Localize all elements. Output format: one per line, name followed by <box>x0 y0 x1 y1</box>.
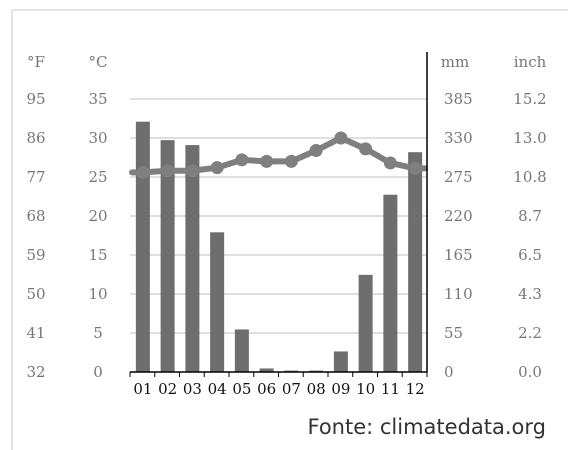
celsius-tick-label: 0 <box>93 363 103 381</box>
temperature-point <box>235 153 248 166</box>
month-label: 10 <box>356 380 375 398</box>
precipitation-bar <box>235 329 249 372</box>
month-label: 09 <box>331 380 350 398</box>
precipitation-bar <box>383 195 397 372</box>
temperature-point <box>310 144 323 157</box>
month-label: 12 <box>406 380 425 398</box>
temperature-point <box>161 164 174 177</box>
inch-tick-label: 2.2 <box>518 324 542 342</box>
celsius-tick-label: 5 <box>93 324 103 342</box>
fahrenheit-unit-label: °F <box>27 53 45 71</box>
celsius-tick-label: 25 <box>88 168 107 186</box>
temperature-point <box>260 155 273 168</box>
temperature-point <box>186 164 199 177</box>
month-label: 03 <box>183 380 202 398</box>
inch-ticks: 15.2 13.0 10.8 8.7 6.5 4.3 2.2 0.0 <box>513 90 546 381</box>
celsius-ticks: 35 30 25 20 15 10 5 0 <box>88 90 107 381</box>
inch-tick-label: 10.8 <box>513 168 546 186</box>
month-labels: 01 02 03 04 05 06 07 08 09 10 11 12 <box>130 372 427 398</box>
celsius-tick-label: 35 <box>88 90 107 108</box>
mm-tick-label: 385 <box>444 90 473 108</box>
month-label: 06 <box>257 380 276 398</box>
celsius-tick-label: 30 <box>88 129 107 147</box>
fahrenheit-tick-label: 32 <box>26 363 45 381</box>
fahrenheit-tick-label: 86 <box>26 129 45 147</box>
temperature-point <box>334 132 347 145</box>
celsius-tick-label: 10 <box>88 285 107 303</box>
temperature-point <box>359 142 372 155</box>
fahrenheit-tick-label: 59 <box>26 246 45 264</box>
temperature-point <box>285 155 298 168</box>
temperature-point <box>136 166 149 179</box>
fahrenheit-tick-label: 68 <box>26 207 45 225</box>
mm-tick-label: 110 <box>444 285 473 303</box>
precipitation-bar <box>408 152 422 372</box>
inch-tick-label: 8.7 <box>518 207 542 225</box>
celsius-tick-label: 15 <box>88 246 107 264</box>
temperature-series-line <box>132 138 425 172</box>
celsius-unit-label: °C <box>89 53 108 71</box>
fahrenheit-tick-label: 50 <box>26 285 45 303</box>
temperature-point <box>409 162 422 175</box>
temperature-line <box>132 132 425 179</box>
mm-unit-label: mm <box>441 53 469 71</box>
temperature-point <box>384 156 397 169</box>
source-label: Fonte: climatedata.org <box>307 415 546 439</box>
precipitation-bar <box>185 145 199 372</box>
mm-tick-label: 275 <box>444 168 473 186</box>
month-label: 04 <box>208 380 227 398</box>
month-label: 08 <box>307 380 326 398</box>
inch-tick-label: 4.3 <box>518 285 542 303</box>
month-label: 11 <box>381 380 400 398</box>
mm-tick-label: 330 <box>444 129 473 147</box>
temperature-point <box>211 161 224 174</box>
inch-tick-label: 0.0 <box>518 363 542 381</box>
precipitation-bar <box>136 122 150 372</box>
month-label: 01 <box>133 380 152 398</box>
precipitation-bar <box>334 351 348 372</box>
fahrenheit-tick-label: 95 <box>26 90 45 108</box>
mm-tick-label: 55 <box>444 324 463 342</box>
inch-tick-label: 6.5 <box>518 246 542 264</box>
fahrenheit-tick-label: 77 <box>26 168 45 186</box>
precipitation-bar <box>210 232 224 372</box>
inch-unit-label: inch <box>514 53 547 71</box>
month-label: 02 <box>158 380 177 398</box>
fahrenheit-tick-label: 41 <box>26 324 45 342</box>
mm-tick-label: 220 <box>444 207 473 225</box>
month-label: 07 <box>282 380 301 398</box>
mm-tick-label: 0 <box>444 363 454 381</box>
month-label: 05 <box>232 380 251 398</box>
fahrenheit-ticks: 95 86 77 68 59 50 41 32 <box>26 90 45 381</box>
mm-tick-label: 165 <box>444 246 473 264</box>
precipitation-bar <box>359 275 373 372</box>
celsius-tick-label: 20 <box>88 207 107 225</box>
inch-tick-label: 13.0 <box>513 129 546 147</box>
inch-tick-label: 15.2 <box>513 90 546 108</box>
mm-ticks: 385 330 275 220 165 110 55 0 <box>444 90 473 381</box>
